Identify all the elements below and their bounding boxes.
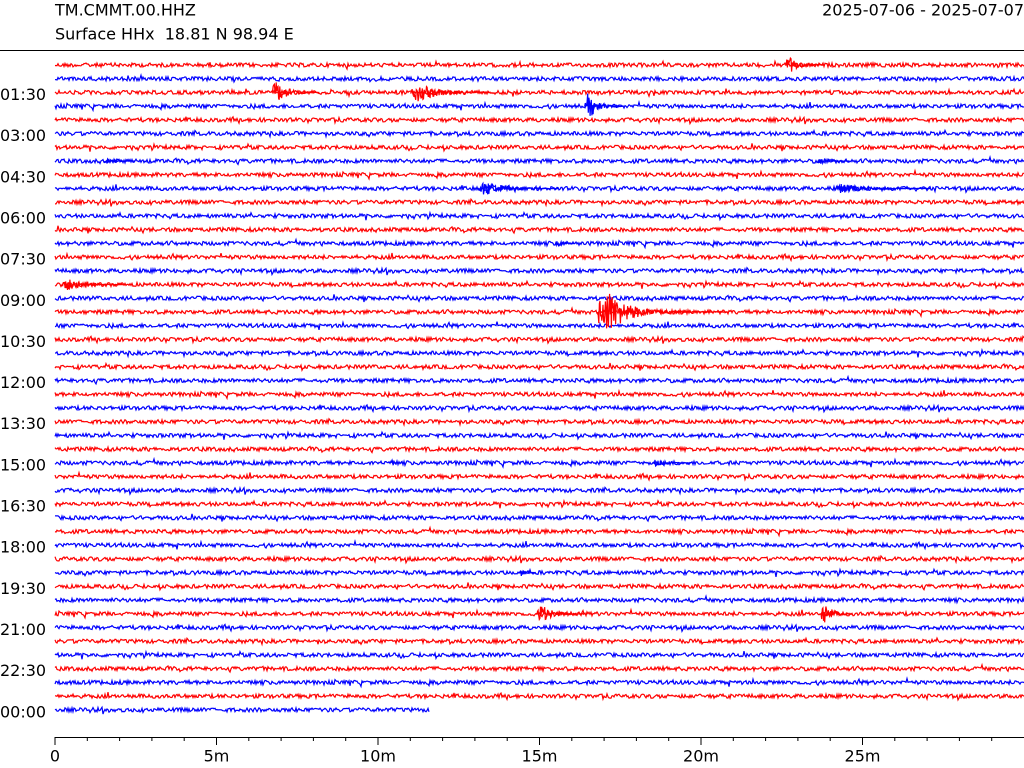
seismic-event: [555, 239, 575, 248]
seismic-event: [270, 82, 320, 100]
trace: [54, 320, 1024, 331]
trace: [54, 582, 1024, 592]
station-title: TM.CMMT.00.HHZ: [54, 1, 196, 20]
y-tick-label: 00:00: [0, 702, 46, 721]
trace: [54, 525, 1024, 538]
trace: [54, 294, 1024, 303]
seismic-event: [833, 183, 930, 194]
seismic-event: [819, 606, 853, 623]
trace: [54, 361, 1024, 373]
x-tick-label: 10m: [360, 747, 396, 766]
trace: [54, 251, 1024, 263]
seismic-event: [535, 606, 585, 622]
seismic-event: [519, 570, 536, 576]
trace: [54, 306, 1024, 318]
trace: [54, 444, 1024, 454]
trace: [54, 513, 1024, 523]
seismic-event: [785, 56, 824, 72]
seismic-event: [584, 93, 624, 116]
trace: [54, 554, 1024, 565]
trace: [54, 168, 1024, 181]
trace: [54, 59, 1024, 71]
trace: [54, 430, 1024, 441]
trace: [54, 662, 1024, 674]
trace: [54, 388, 1024, 401]
trace: [54, 594, 1024, 605]
trace: [54, 538, 1024, 551]
x-tick-label: 5m: [204, 747, 230, 766]
trace: [54, 155, 1024, 166]
seismic-event: [478, 181, 559, 195]
trace: [54, 87, 1024, 99]
trace: [54, 416, 1024, 428]
trace: [54, 374, 1024, 386]
seismic-event: [409, 85, 491, 102]
y-tick-label: 16:30: [0, 497, 46, 516]
y-tick-label: 04:30: [0, 167, 46, 186]
seismic-event: [817, 157, 850, 166]
trace: [55, 347, 1024, 359]
y-tick-label: 03:00: [0, 126, 46, 145]
trace: [54, 649, 1024, 661]
trace: [54, 705, 430, 715]
y-tick-label: 12:00: [0, 373, 46, 392]
trace: [54, 567, 1024, 578]
seismic-event: [103, 157, 136, 164]
trace: [54, 237, 1024, 250]
trace: [55, 197, 1024, 208]
x-tick-label: 0: [50, 747, 60, 766]
trace: [54, 470, 1024, 482]
seismic-event: [390, 458, 404, 465]
trace: [54, 676, 1024, 689]
trace: [54, 623, 1024, 634]
y-tick-label: 18:00: [0, 538, 46, 557]
y-tick-label: 01:30: [0, 85, 46, 104]
y-tick-label: 10:30: [0, 332, 46, 351]
x-tick-label: 25m: [845, 747, 881, 766]
seismic-event: [61, 279, 126, 290]
seismic-event: [652, 459, 691, 468]
trace: [54, 266, 1024, 277]
y-tick-label: 15:00: [0, 455, 46, 474]
trace: [54, 498, 1024, 510]
trace: [54, 403, 1024, 414]
y-tick-label: 06:00: [0, 208, 46, 227]
y-tick-label: 21:00: [0, 620, 46, 639]
trace: [54, 225, 1024, 235]
trace: [54, 279, 1024, 290]
x-tick-label: 20m: [683, 747, 719, 766]
trace: [54, 142, 1024, 153]
trace: [54, 334, 1024, 345]
y-tick-label: 22:30: [0, 661, 46, 680]
y-tick-label: 09:00: [0, 291, 46, 310]
x-tick-label: 15m: [522, 747, 558, 766]
trace: [54, 485, 1024, 496]
y-tick-label: 13:30: [0, 414, 46, 433]
trace: [54, 456, 1024, 469]
trace: [54, 115, 1024, 126]
trace: [54, 607, 1024, 620]
y-tick-label: 19:30: [0, 579, 46, 598]
y-tick-label: 07:30: [0, 250, 46, 269]
seismic-event: [597, 293, 727, 329]
trace: [54, 210, 1024, 222]
location-subtitle: Surface HHx 18.81 N 98.94 E: [55, 25, 294, 44]
trace: [54, 691, 1024, 702]
trace: [54, 128, 1024, 139]
trace: [54, 73, 1024, 84]
trace: [54, 636, 1024, 647]
date-range: 2025-07-06 - 2025-07-07: [822, 1, 1024, 20]
trace: [54, 99, 1024, 113]
